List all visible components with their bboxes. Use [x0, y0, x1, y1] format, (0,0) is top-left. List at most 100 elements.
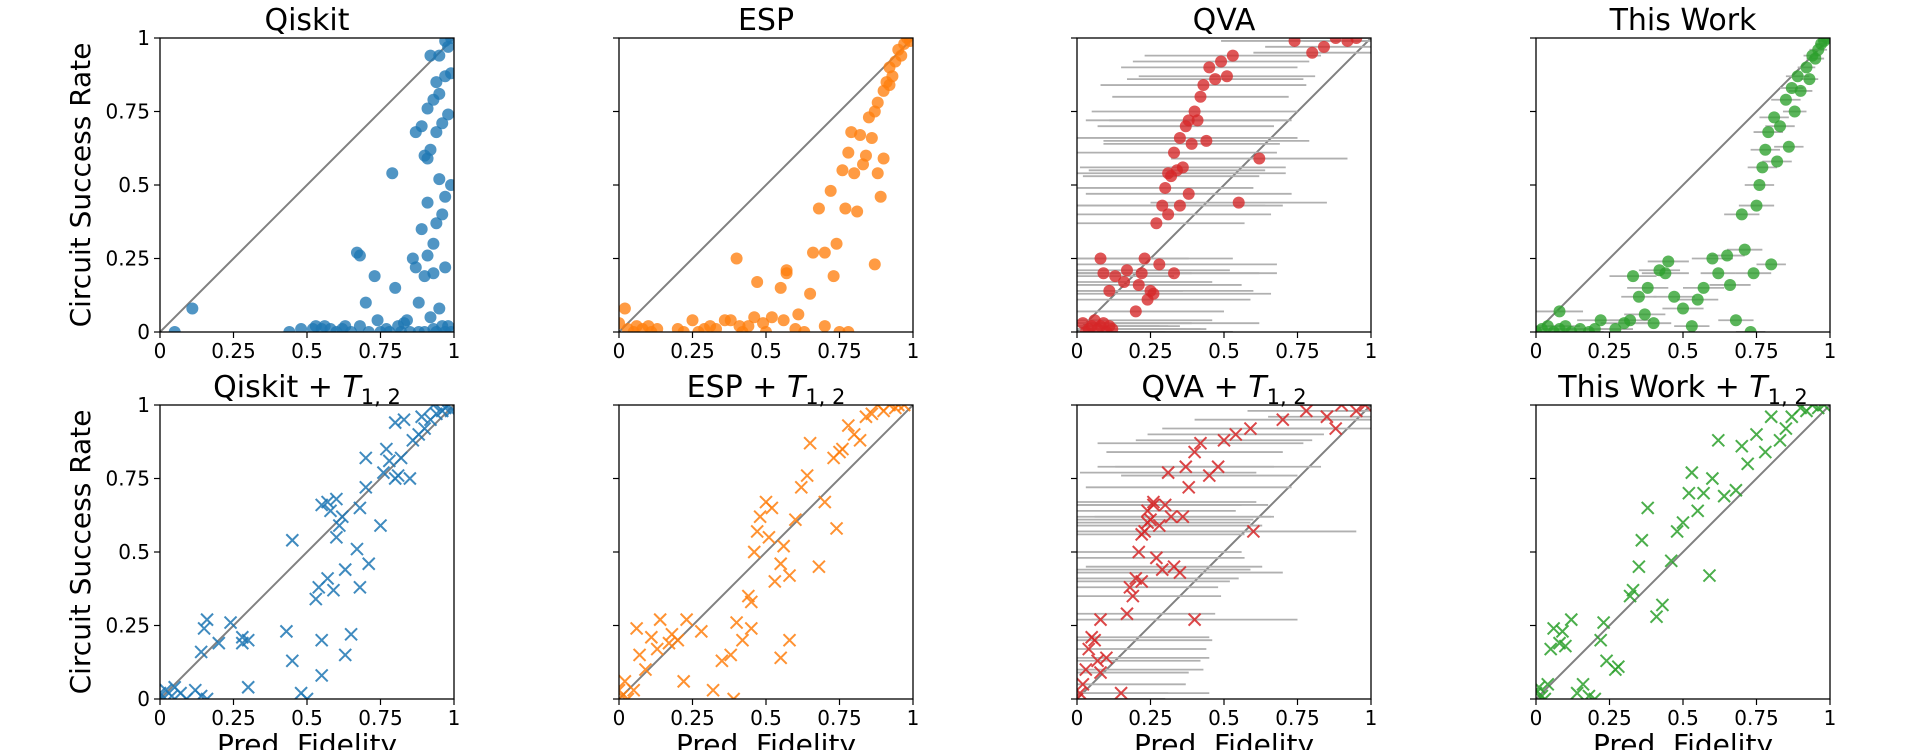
data-point	[326, 583, 341, 597]
data-point	[789, 323, 802, 332]
data-point	[400, 314, 413, 327]
data-point	[1609, 323, 1622, 332]
data-point	[1659, 267, 1672, 280]
data-point	[812, 559, 826, 574]
data-point	[1740, 457, 1755, 471]
data-point	[1596, 615, 1611, 630]
x-axis-label: Pred. Fidelity	[217, 728, 397, 750]
data-point	[1624, 314, 1637, 327]
subplot-3: 0 0.25 0.5 0.75 1 QVA	[1071, 3, 1378, 363]
data-point	[433, 87, 446, 100]
data-point	[1176, 161, 1189, 174]
data-point	[1546, 621, 1561, 636]
data-point	[724, 648, 738, 662]
data-point	[1593, 633, 1608, 647]
data-point	[1765, 258, 1778, 271]
data-point	[412, 296, 425, 309]
data-point	[1747, 267, 1760, 280]
y-tick-label: 0	[137, 687, 150, 711]
x-tick-label: 0.75	[1734, 339, 1779, 363]
data-point	[1187, 445, 1202, 459]
data-point	[1350, 38, 1363, 44]
data-point	[1762, 126, 1775, 139]
data-point	[430, 76, 443, 89]
diagonal-line	[1536, 38, 1830, 332]
data-point	[436, 208, 449, 221]
data-point	[1682, 486, 1696, 500]
data-point	[389, 281, 402, 294]
data-point	[1146, 498, 1161, 512]
data-point	[1676, 515, 1690, 530]
data-point	[1794, 84, 1807, 97]
data-point	[1756, 161, 1769, 174]
data-point	[445, 38, 454, 44]
data-point	[445, 67, 454, 80]
data-point	[1220, 70, 1233, 83]
data-point	[1126, 589, 1140, 603]
data-point	[842, 326, 855, 332]
data-point	[1106, 323, 1119, 332]
data-point	[1738, 243, 1751, 256]
data-point	[1641, 501, 1655, 515]
data-point	[371, 314, 384, 327]
y-tick-label: 1	[137, 393, 150, 417]
y-tick-label: 0.25	[105, 247, 150, 271]
data-point	[1194, 90, 1207, 103]
x-tick-label: 0	[154, 706, 167, 730]
data-point	[897, 405, 911, 412]
data-point	[1229, 427, 1243, 442]
data-point	[1744, 326, 1757, 332]
data-point	[194, 645, 208, 659]
data-point	[1215, 55, 1228, 68]
data-point	[1150, 217, 1163, 230]
data-point	[638, 662, 653, 677]
subplot-6: 0 0.25 0.5 0.75 1 ESP + T1, 2 Pred. Fidelity	[613, 370, 920, 750]
data-point	[1132, 545, 1146, 559]
x-tick-label: 0.5	[291, 339, 323, 363]
data-point	[1779, 93, 1792, 106]
x-axis-label: Pred. Fidelity	[676, 728, 856, 750]
data-point	[629, 621, 644, 636]
data-point	[830, 237, 843, 250]
data-point	[818, 320, 831, 332]
data-point	[1329, 421, 1343, 436]
data-point	[1173, 131, 1186, 144]
data-point	[794, 480, 808, 495]
x-tick-label: 1	[907, 706, 920, 730]
subplot-1: 0 0.25 0.5 0.75 1 0 0.25 0.5 0.75 1 Qiskit Circuit …	[64, 3, 460, 363]
y-tick-label: 0.25	[105, 614, 150, 638]
plot-area	[160, 405, 454, 699]
data-point	[1226, 49, 1239, 62]
x-tick-label: 0.25	[1128, 339, 1173, 363]
data-point	[1803, 73, 1816, 86]
data-point	[874, 190, 887, 203]
data-point	[1771, 155, 1784, 168]
x-tick-label: 0.75	[1275, 706, 1320, 730]
x-tick-label: 0	[1530, 706, 1543, 730]
data-point	[839, 202, 852, 215]
plot-area	[1077, 38, 1371, 332]
data-point	[804, 287, 817, 300]
data-point	[1774, 120, 1787, 133]
data-point	[1329, 38, 1342, 44]
data-point	[848, 167, 861, 180]
data-point	[359, 296, 372, 309]
subplot-title: ESP	[738, 3, 794, 38]
data-point	[859, 149, 872, 162]
subplot-title: Qiskit	[264, 3, 349, 38]
data-point	[662, 636, 676, 650]
plot-area	[619, 405, 913, 699]
data-point	[1146, 495, 1161, 509]
data-point	[186, 302, 199, 315]
data-point	[851, 205, 864, 218]
data-point	[744, 595, 759, 609]
data-point	[1093, 665, 1108, 680]
data-point	[439, 261, 452, 274]
data-point	[415, 223, 428, 236]
data-point	[730, 252, 743, 265]
data-point	[1159, 181, 1172, 194]
data-point	[1162, 208, 1175, 221]
x-tick-label: 0.75	[358, 339, 403, 363]
data-point	[1582, 689, 1596, 699]
data-point	[353, 580, 367, 594]
